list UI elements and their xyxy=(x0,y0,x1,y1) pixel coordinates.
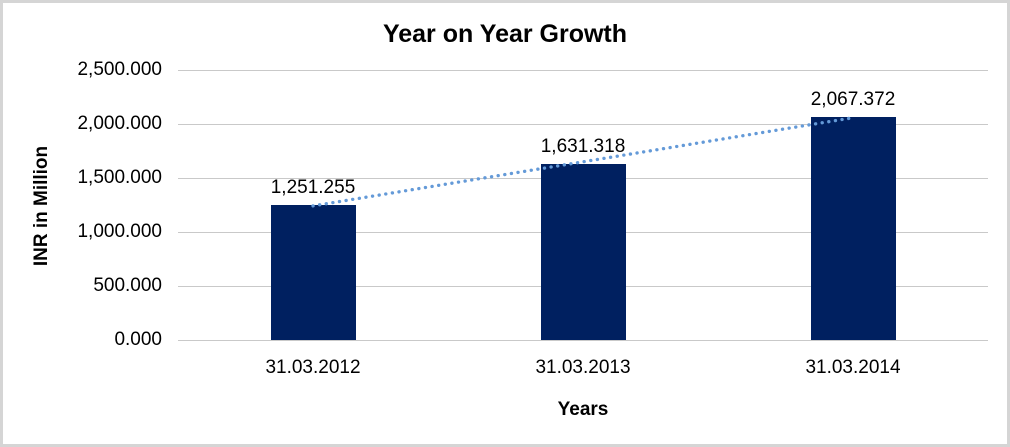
y-tick-label: 1,500.000 xyxy=(77,167,162,188)
x-category-label: 31.03.2013 xyxy=(535,357,631,378)
y-gridline xyxy=(178,69,988,71)
bar-value-label: 1,631.318 xyxy=(540,135,626,157)
chart-title: Year on Year Growth xyxy=(382,20,628,48)
x-category-label: 31.03.2012 xyxy=(265,357,361,378)
bar-31.03.2014 xyxy=(810,116,896,340)
bar-value-label: 1,251.255 xyxy=(270,176,356,198)
y-tick-label: 1,000.000 xyxy=(77,221,162,242)
y-gridline xyxy=(178,339,988,341)
bar-value-label: 2,067.372 xyxy=(810,88,896,110)
x-axis-title: Years xyxy=(557,399,609,420)
x-category-label: 31.03.2014 xyxy=(805,357,901,378)
y-axis-title: INR in Million xyxy=(31,145,52,267)
y-tick-label: 500.000 xyxy=(93,275,162,296)
y-tick-label: 2,000.000 xyxy=(77,113,162,134)
y-tick-label: 2,500.000 xyxy=(77,59,162,80)
y-tick-label: 0.000 xyxy=(114,329,162,350)
bar-31.03.2013 xyxy=(540,163,626,340)
bar-31.03.2012 xyxy=(270,204,356,340)
